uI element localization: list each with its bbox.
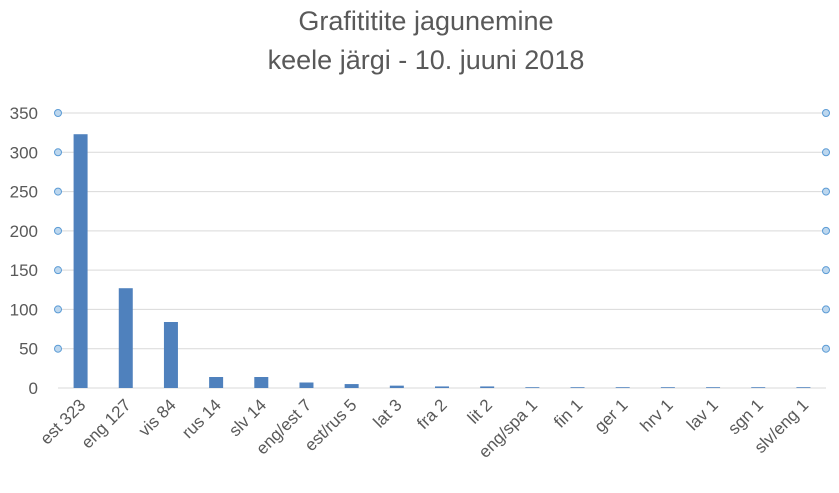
x-tick-label: lat 3: [369, 395, 405, 431]
x-tick-label: vis 84: [135, 395, 180, 440]
y-tick-label: 350: [10, 104, 38, 123]
x-tick-label: ger 1: [591, 395, 632, 436]
bar: [435, 386, 449, 388]
axis-handle-marker[interactable]: [822, 305, 830, 314]
bar: [389, 385, 404, 388]
y-tick-label: 150: [10, 261, 38, 280]
chart-title-line-1: Grafititite jagunemine: [298, 6, 554, 36]
axis-handle-marker[interactable]: [822, 148, 830, 157]
bar: [344, 384, 359, 388]
axis-handle-marker[interactable]: [54, 187, 62, 196]
y-tick-label: 250: [10, 183, 38, 202]
bar: [570, 387, 585, 388]
axis-handle-marker[interactable]: [822, 187, 830, 196]
x-tick-label: lit 2: [464, 395, 496, 427]
axis-handle-marker[interactable]: [822, 266, 830, 275]
axis-handle-marker[interactable]: [54, 305, 62, 314]
y-axis-ticks: 0 50 100 150 200 250 300 350: [10, 104, 38, 398]
bar: [706, 387, 721, 388]
x-tick-label: sgn 1: [724, 395, 767, 438]
bar: [209, 377, 224, 388]
axis-handle-marker[interactable]: [822, 226, 830, 235]
bar: [118, 288, 133, 388]
axis-handle-marker[interactable]: [54, 226, 62, 235]
axis-selection-markers: [54, 109, 830, 353]
bar: [525, 387, 540, 388]
bar: [254, 377, 269, 388]
y-tick-label: 0: [29, 379, 38, 398]
bar: [751, 387, 766, 388]
axis-handle-marker[interactable]: [54, 148, 62, 157]
x-tick-label: hrv 1: [637, 395, 677, 435]
x-tick-label: lav 1: [683, 395, 722, 434]
bar: [660, 387, 675, 388]
y-tick-label: 50: [19, 340, 38, 359]
bar: [480, 386, 495, 388]
x-tick-label: fra 2: [413, 395, 450, 432]
axis-handle-marker[interactable]: [822, 344, 830, 353]
y-tick-label: 200: [10, 222, 38, 241]
x-tick-label: fin 1: [550, 395, 586, 431]
axis-handle-marker[interactable]: [54, 266, 62, 275]
y-tick-label: 300: [10, 143, 38, 162]
bars: [73, 134, 811, 388]
x-tick-label: eng 127: [78, 395, 135, 452]
bar: [796, 387, 811, 388]
chart-title-line-2: keele järgi - 10. juuni 2018: [267, 45, 585, 75]
y-tick-label: 100: [10, 300, 38, 319]
gridlines: [58, 112, 826, 389]
bar: [73, 134, 88, 388]
axis-handle-marker[interactable]: [54, 109, 62, 117]
x-tick-label: rus 14: [178, 395, 225, 442]
axis-handle-marker[interactable]: [822, 109, 830, 117]
bar: [615, 387, 630, 388]
axis-handle-marker[interactable]: [54, 344, 62, 353]
bar: [299, 382, 314, 388]
bar: [163, 322, 178, 388]
